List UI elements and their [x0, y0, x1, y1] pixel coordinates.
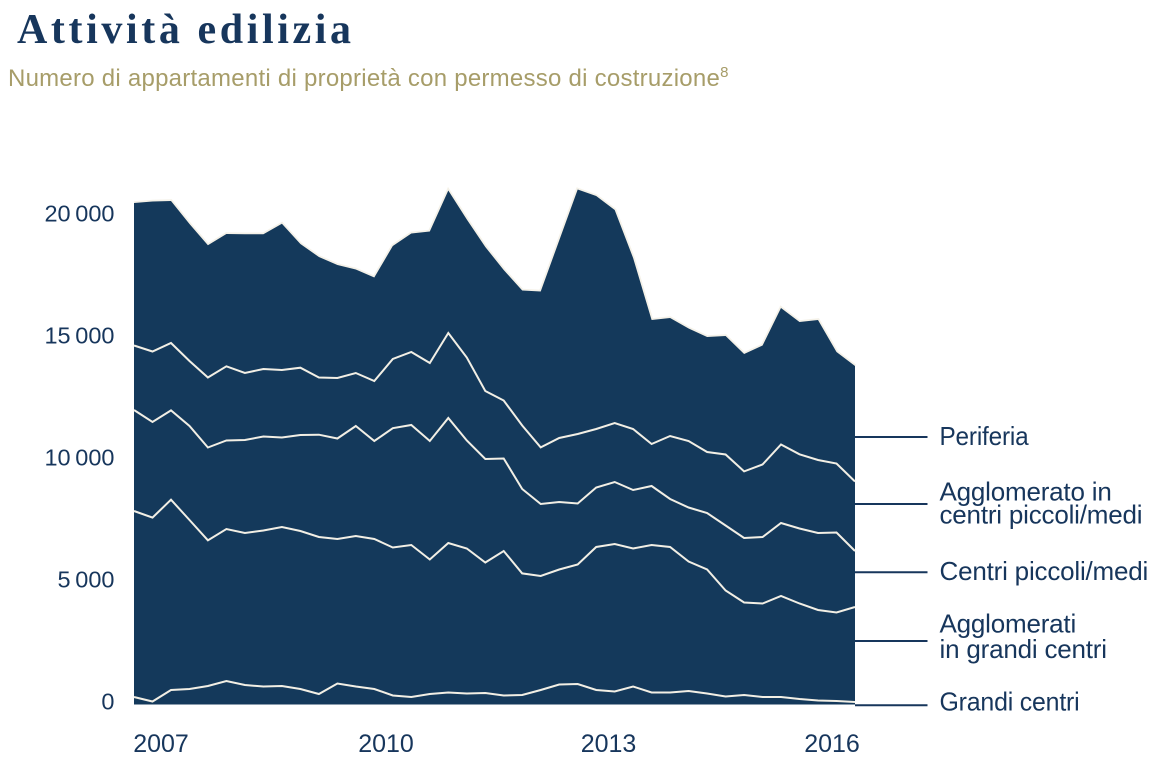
svg-text:0: 0: [101, 689, 114, 715]
svg-text:Centri piccoli/medi: Centri piccoli/medi: [940, 556, 1149, 586]
svg-text:Agglomerati: Agglomerati: [940, 609, 1077, 639]
svg-text:Grandi centri: Grandi centri: [940, 687, 1080, 717]
svg-text:5 000: 5 000: [58, 567, 115, 593]
svg-text:Agglomerato in: Agglomerato in: [940, 477, 1112, 507]
svg-text:20 000: 20 000: [44, 201, 114, 227]
svg-text:Periferia: Periferia: [940, 421, 1030, 451]
svg-text:2010: 2010: [358, 730, 414, 758]
svg-text:2007: 2007: [133, 730, 189, 758]
svg-text:2016: 2016: [804, 730, 860, 758]
svg-text:2013: 2013: [581, 730, 637, 758]
svg-text:centri piccoli/medi: centri piccoli/medi: [940, 500, 1143, 530]
svg-text:15 000: 15 000: [44, 323, 114, 349]
svg-text:in grandi centri: in grandi centri: [940, 634, 1107, 664]
svg-text:10 000: 10 000: [44, 445, 114, 471]
